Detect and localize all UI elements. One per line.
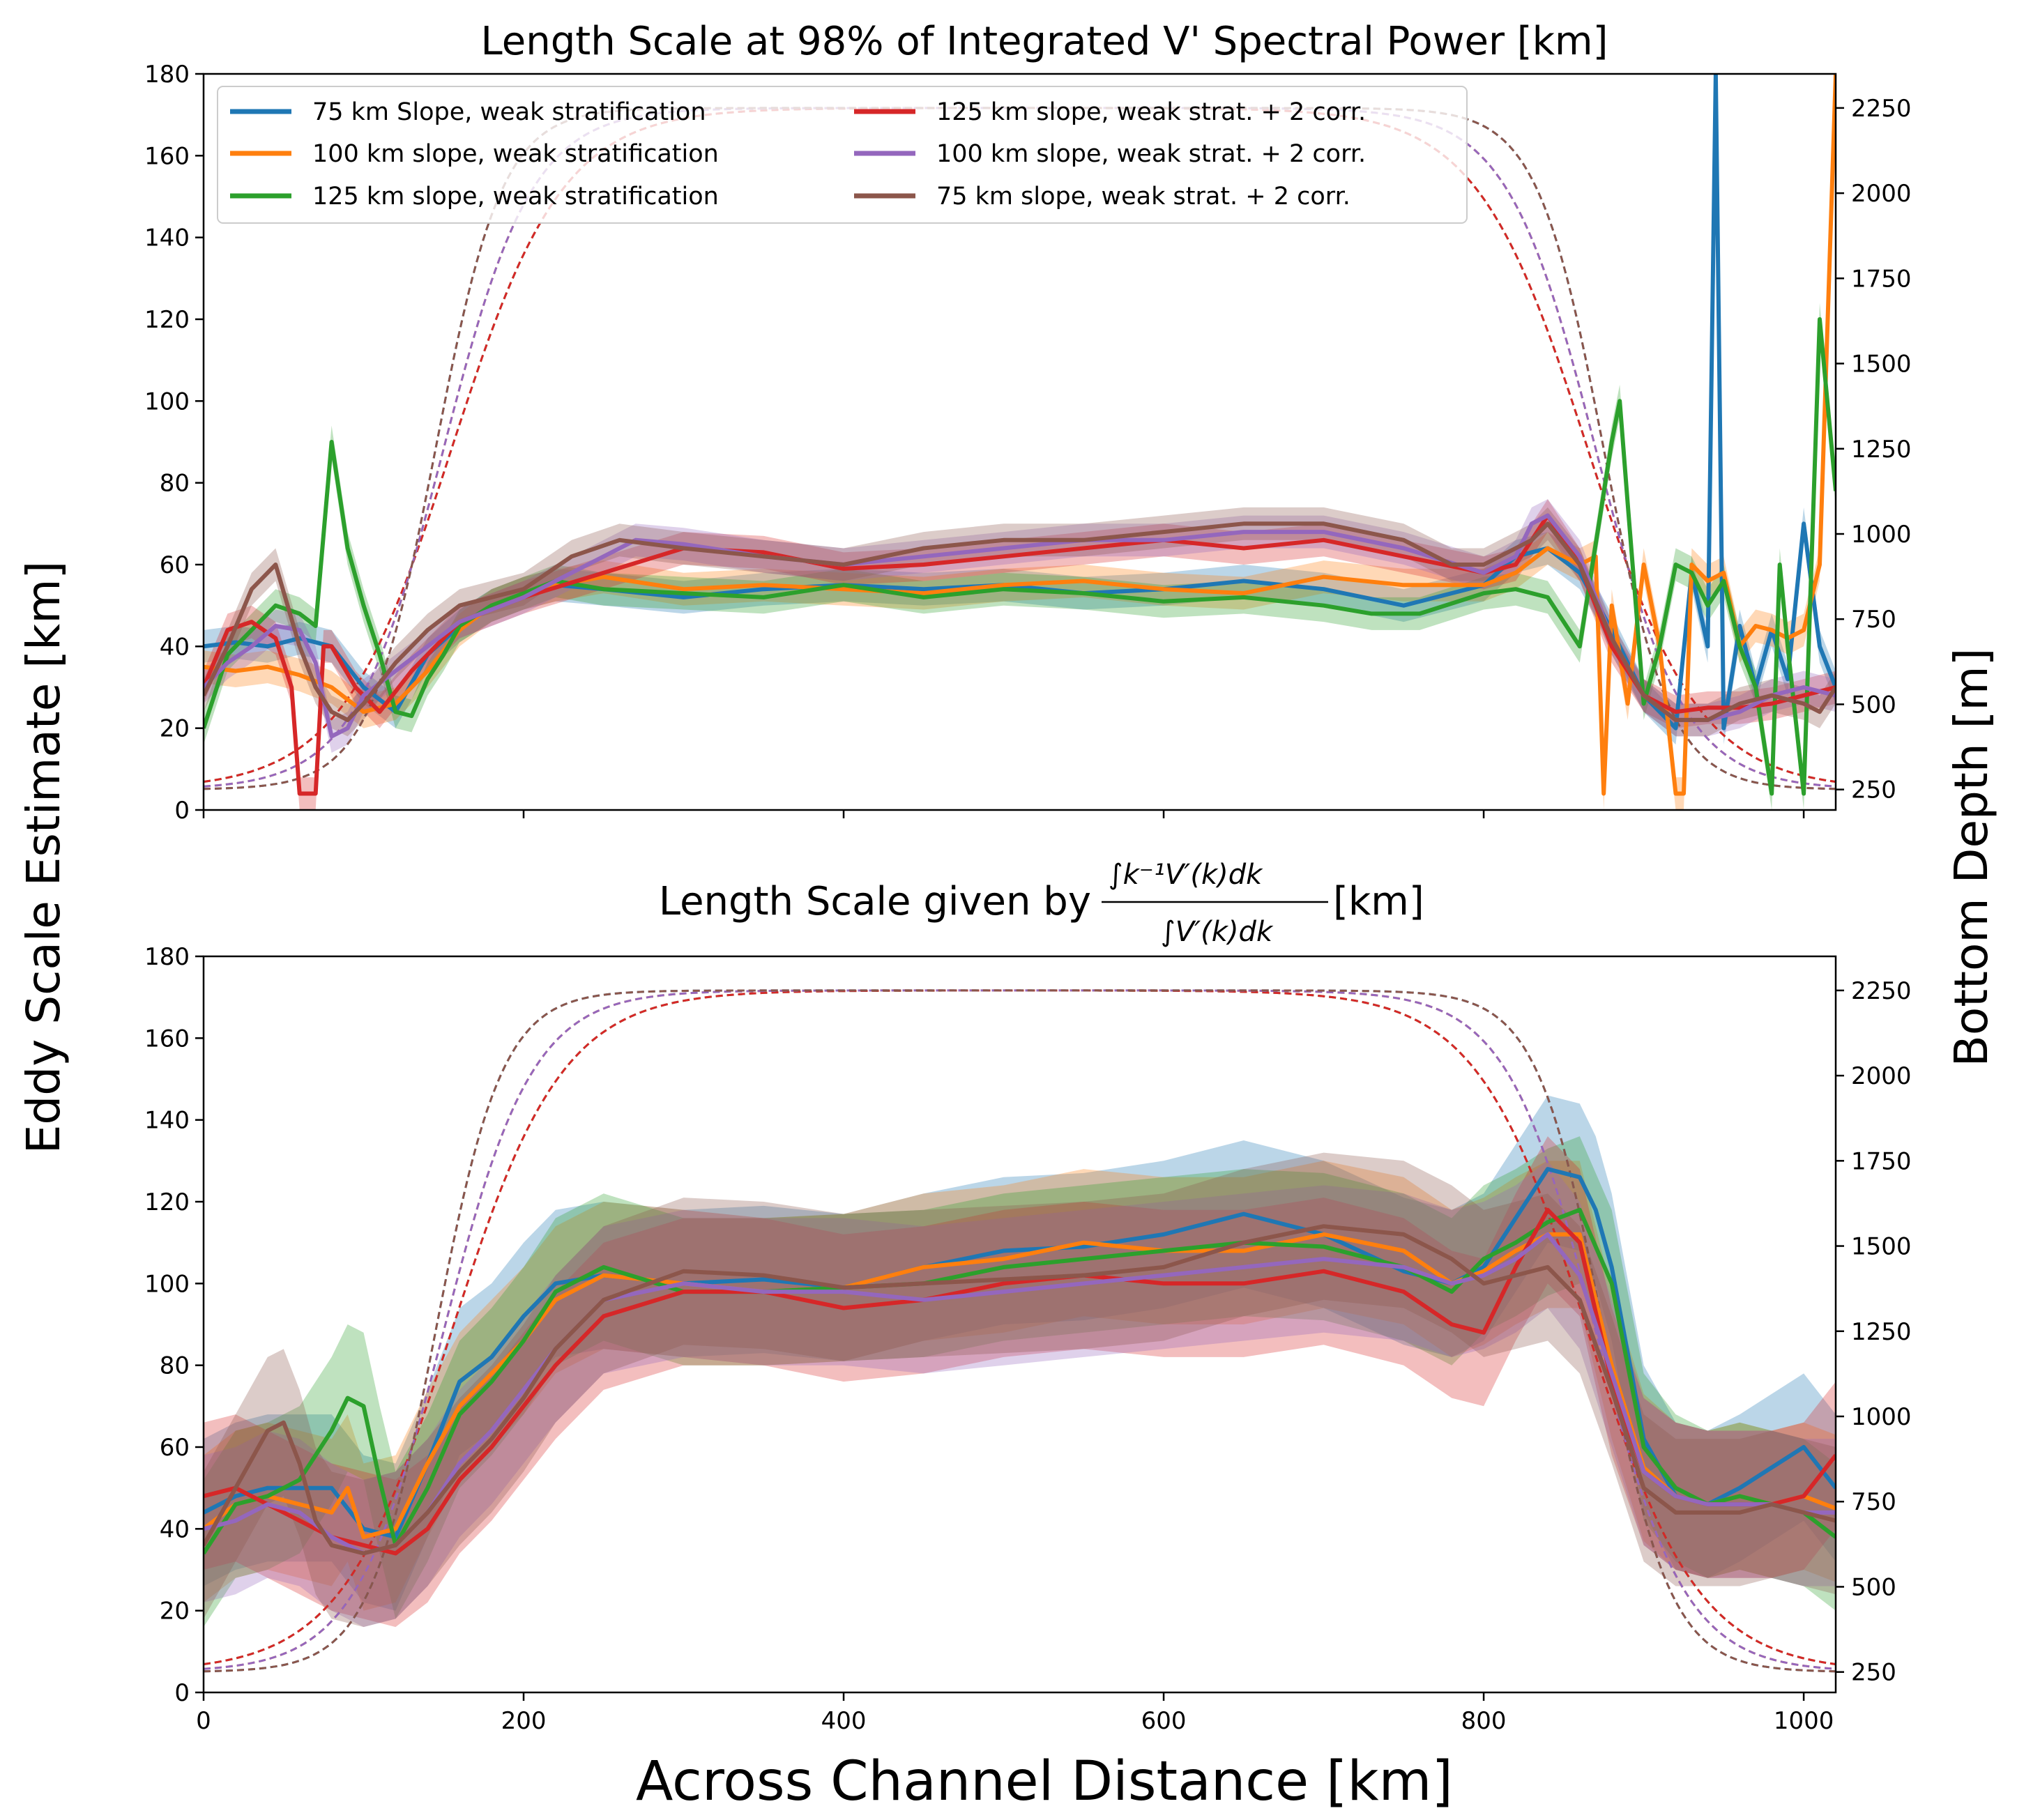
- ytick-right-label: 1000: [1851, 1403, 1912, 1431]
- legend-entry: 125 km slope, weak stratification: [230, 183, 719, 211]
- ytick-label: 140: [144, 1107, 190, 1135]
- series-band: [204, 507, 1836, 737]
- legend-label: 125 km slope, weak stratification: [312, 183, 719, 211]
- legend-label: 75 km Slope, weak stratification: [312, 98, 706, 126]
- series-band: [204, 1136, 1836, 1628]
- ytick-right-label: 1750: [1851, 265, 1912, 293]
- ytick-label: 80: [160, 1352, 190, 1380]
- bathymetry-bottom: [204, 989, 1836, 1673]
- series-line: [204, 317, 1836, 796]
- ytick-label: 60: [160, 1434, 190, 1462]
- panel-top: Length Scale at 98% of Integrated V' Spe…: [144, 19, 1911, 825]
- ytick-label: 0: [174, 1679, 190, 1707]
- ytick-right-label: 1500: [1851, 351, 1912, 378]
- ytick-right-label: 250: [1851, 777, 1896, 804]
- ytick-right-label: 2000: [1851, 1062, 1912, 1090]
- series-line: [204, 1224, 1836, 1556]
- ytick-label: 100: [144, 1270, 190, 1298]
- xtick-label: 800: [1461, 1707, 1507, 1735]
- yaxis-right-bottom: 250 500 750 1000 1250 1500 1750 2000 2250: [1836, 977, 1912, 1687]
- series-band: [204, 1095, 1836, 1611]
- ytick-label: 40: [160, 1515, 190, 1543]
- ytick-right-label: 2250: [1851, 977, 1912, 1005]
- ytick-right-label: 250: [1851, 1659, 1896, 1687]
- panel-bottom-title-denominator: ∫V′(k)dk: [1161, 916, 1274, 948]
- legend-entry: 125 km slope, weak strat. + 2 corr.: [854, 98, 1366, 126]
- xtick-label: 1000: [1774, 1707, 1834, 1735]
- panel-bottom-title: Length Scale given by ∫k⁻¹V′(k)dk ∫V′(k)…: [659, 859, 1424, 948]
- plot-frame-top: [202, 72, 1837, 811]
- ytick-right-label: 2250: [1851, 95, 1912, 123]
- ytick-label: 180: [144, 61, 190, 89]
- ytick-right-label: 500: [1851, 1573, 1896, 1601]
- ytick-label: 140: [144, 224, 190, 252]
- ytick-label: 100: [144, 388, 190, 415]
- ytick-right-label: 1500: [1851, 1233, 1912, 1261]
- panel-top-title: Length Scale at 98% of Integrated V' Spe…: [481, 19, 1608, 64]
- legend: 75 km Slope, weak stratification 100 km …: [217, 86, 1468, 224]
- ytick-label: 80: [160, 470, 190, 498]
- panel-bottom-title-prefix: Length Scale given by: [659, 879, 1091, 924]
- ytick-label: 20: [160, 715, 190, 743]
- panel-bottom-title-suffix: [km]: [1333, 879, 1424, 924]
- plot-frame-bottom: [202, 955, 1837, 1694]
- legend-label: 125 km slope, weak strat. + 2 corr.: [936, 98, 1366, 126]
- legend-label: 100 km slope, weak stratification: [312, 140, 719, 168]
- figure-xlabel: Across Channel Distance [km]: [636, 1750, 1453, 1813]
- ytick-right-label: 750: [1851, 606, 1896, 634]
- xaxis-bottom: 0 200 400 600 800 1000: [196, 1692, 1834, 1735]
- legend-entry: 100 km slope, weak stratification: [230, 140, 719, 168]
- ytick-label: 40: [160, 633, 190, 661]
- series-line: [204, 521, 1836, 722]
- ytick-label: 60: [160, 551, 190, 579]
- legend-entry: 75 km slope, weak strat. + 2 corr.: [854, 183, 1350, 211]
- legend-label: 75 km slope, weak strat. + 2 corr.: [936, 183, 1350, 211]
- ytick-right-label: 750: [1851, 1488, 1896, 1516]
- xtick-label: 600: [1141, 1707, 1187, 1735]
- legend-entry: 75 km Slope, weak stratification: [230, 98, 706, 126]
- ytick-label: 180: [144, 943, 190, 971]
- xtick-label: 0: [196, 1707, 211, 1735]
- xaxis-top: [202, 810, 1805, 818]
- ytick-label: 120: [144, 1188, 190, 1216]
- series-band: [204, 1136, 1836, 1628]
- xtick-label: 400: [821, 1707, 867, 1735]
- figure-ylabel-left: Eddy Scale Estimate [km]: [17, 561, 70, 1154]
- ytick-right-label: 1250: [1851, 1318, 1912, 1346]
- lines-bottom: [204, 1167, 1836, 1556]
- legend-frame: [217, 86, 1468, 224]
- ytick-right-label: 1750: [1851, 1147, 1912, 1175]
- ytick-right-label: 1000: [1851, 521, 1912, 549]
- xtick-label: 200: [501, 1707, 547, 1735]
- ytick-label: 0: [174, 797, 190, 825]
- bands-bottom: [204, 1095, 1836, 1628]
- bathymetry-line: [204, 989, 1836, 1673]
- legend-label: 100 km slope, weak strat. + 2 corr.: [936, 140, 1366, 168]
- ytick-right-label: 500: [1851, 691, 1896, 719]
- yaxis-right-top: 250 500 750 1000 1250 1500 1750 2000 2250: [1836, 95, 1912, 804]
- ytick-right-label: 1250: [1851, 436, 1912, 464]
- ytick-label: 160: [144, 142, 190, 170]
- ytick-label: 20: [160, 1598, 190, 1626]
- series-line: [204, 1167, 1836, 1540]
- figure-ylabel-right: Bottom Depth [m]: [1944, 648, 1998, 1067]
- ytick-label: 120: [144, 306, 190, 334]
- panel-bottom-title-numerator: ∫k⁻¹V′(k)dk: [1109, 859, 1263, 891]
- panel-bottom: Length Scale given by ∫k⁻¹V′(k)dk ∫V′(k)…: [144, 859, 1911, 1735]
- yaxis-left-top: 0 20 40 60 80 100 120 140 160 180: [144, 61, 204, 825]
- legend-entry: 100 km slope, weak strat. + 2 corr.: [854, 140, 1366, 168]
- series-line: [204, 74, 1836, 796]
- yaxis-left-bottom: 0 20 40 60 80 100 120 140 160 180: [144, 943, 204, 1707]
- ytick-right-label: 2000: [1851, 180, 1912, 208]
- ytick-label: 160: [144, 1025, 190, 1053]
- lines-top: [204, 74, 1836, 796]
